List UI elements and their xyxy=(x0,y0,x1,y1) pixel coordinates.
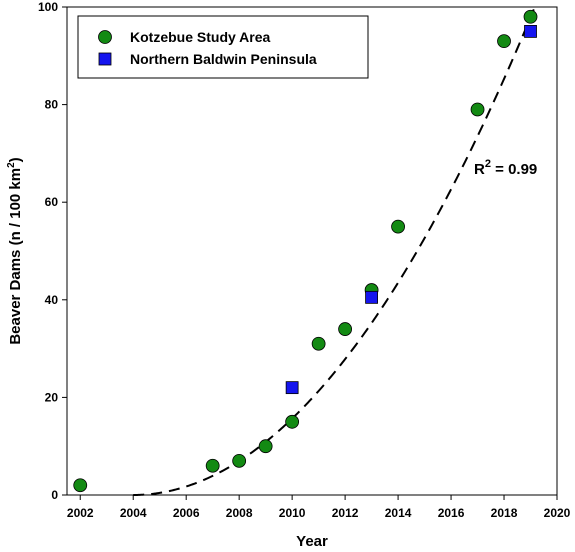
data-point-kotzebue xyxy=(311,336,326,351)
y-axis-title-superscript: 2 xyxy=(6,162,17,168)
y-tick-label: 60 xyxy=(45,195,59,209)
y-axis-title: Beaver Dams (n / 100 km2) xyxy=(6,157,24,344)
data-point-kotzebue xyxy=(258,439,273,454)
x-tick-label: 2006 xyxy=(173,506,200,520)
legend: Kotzebue Study Area Northern Baldwin Pen… xyxy=(77,15,369,79)
r-squared-value: = 0.99 xyxy=(491,161,537,178)
fit-curve-layer xyxy=(133,6,536,496)
x-tick-label: 2008 xyxy=(226,506,253,520)
y-tick-label: 100 xyxy=(38,0,58,14)
legend-box xyxy=(77,15,369,79)
y-axis-title-end: ) xyxy=(7,157,24,162)
data-point-baldwin xyxy=(365,290,378,304)
x-tick-label: 2016 xyxy=(438,506,465,520)
data-point-kotzebue xyxy=(232,453,247,468)
x-tick-label: 2014 xyxy=(385,506,412,520)
x-tick-label: 2010 xyxy=(279,506,306,520)
plot-frame xyxy=(66,6,558,496)
data-points-layer xyxy=(73,9,538,493)
r-squared-label: R xyxy=(474,161,485,178)
y-tick-label: 80 xyxy=(45,98,59,112)
x-tick-label: 2018 xyxy=(491,506,518,520)
y-axis-ticks: 0 20 40 60 80 100 xyxy=(38,0,67,502)
x-tick-label: 2004 xyxy=(120,506,147,520)
x-axis-title: Year xyxy=(296,533,328,550)
fit-curve xyxy=(133,6,536,496)
legend-label-kotzebue: Kotzebue Study Area xyxy=(130,29,270,45)
y-tick-label: 0 xyxy=(51,488,58,502)
data-point-kotzebue xyxy=(73,478,88,493)
axes xyxy=(66,6,558,496)
legend-label-baldwin: Northern Baldwin Peninsula xyxy=(130,51,317,67)
x-tick-label: 2020 xyxy=(544,506,571,520)
data-point-kotzebue xyxy=(338,322,353,336)
data-point-baldwin xyxy=(524,24,537,38)
data-point-baldwin xyxy=(285,381,299,395)
data-point-kotzebue xyxy=(523,9,538,24)
data-point-kotzebue xyxy=(470,102,485,117)
y-tick-label: 40 xyxy=(45,293,59,307)
x-axis-ticks: 2002 2004 2006 2008 2010 2012 2014 2016 2018 2020 xyxy=(67,495,571,520)
data-point-kotzebue xyxy=(205,458,220,473)
data-point-kotzebue xyxy=(391,219,405,234)
r-squared-annotation: R2 = 0.99 xyxy=(474,158,537,178)
legend-marker-square xyxy=(98,52,112,66)
x-tick-label: 2012 xyxy=(332,506,359,520)
y-tick-label: 20 xyxy=(45,390,59,404)
legend-marker-circle xyxy=(98,30,112,44)
data-point-kotzebue xyxy=(497,34,511,49)
data-point-kotzebue xyxy=(285,414,300,429)
x-tick-label: 2002 xyxy=(67,506,94,520)
y-axis-title-main: Beaver Dams (n / 100 km xyxy=(7,168,24,345)
r-squared-superscript: 2 xyxy=(485,158,491,170)
